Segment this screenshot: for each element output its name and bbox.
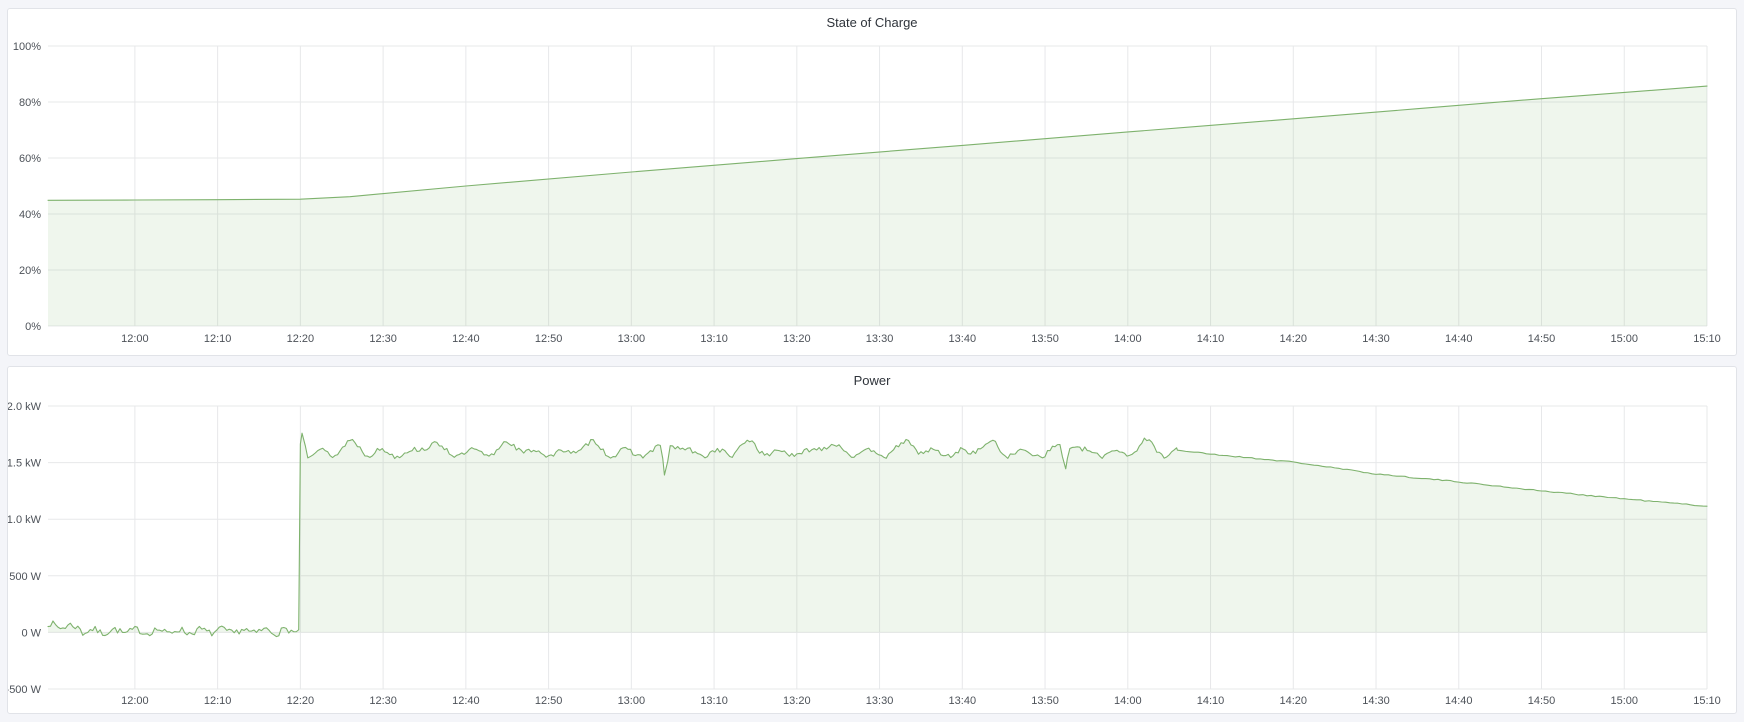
- x-axis-tick-label: 14:30: [1362, 695, 1390, 707]
- x-axis-tick-label: 14:40: [1445, 695, 1473, 707]
- x-axis-tick-label: 13:50: [1031, 695, 1059, 707]
- x-axis-tick-label: 14:30: [1362, 333, 1390, 345]
- x-axis-tick-label: 12:00: [121, 695, 149, 707]
- x-axis-tick-label: 13:30: [866, 333, 894, 345]
- y-axis-tick-label: 100%: [13, 41, 41, 53]
- x-axis-tick-label: 12:50: [535, 333, 563, 345]
- x-axis-tick-label: 14:10: [1197, 333, 1225, 345]
- x-axis-tick-label: 12:40: [452, 333, 480, 345]
- x-axis-tick-label: 13:20: [783, 333, 811, 345]
- y-axis-tick-label: -500 W: [8, 684, 42, 696]
- x-axis-tick-label: 14:20: [1280, 333, 1308, 345]
- x-axis-tick-label: 13:50: [1031, 333, 1059, 345]
- x-axis-tick-label: 13:10: [700, 333, 728, 345]
- x-axis-tick-label: 13:00: [618, 333, 646, 345]
- x-axis-tick-label: 12:20: [287, 695, 315, 707]
- x-axis-tick-label: 13:00: [618, 695, 646, 707]
- x-axis-tick-label: 12:40: [452, 695, 480, 707]
- y-axis-tick-label: 0%: [25, 321, 41, 333]
- x-axis-tick-label: 14:20: [1280, 695, 1308, 707]
- x-axis-tick-label: 12:00: [121, 333, 149, 345]
- x-axis-tick-label: 12:50: [535, 695, 563, 707]
- x-axis-tick-label: 13:20: [783, 695, 811, 707]
- y-axis-tick-label: 500 W: [9, 571, 41, 583]
- x-axis-tick-label: 14:00: [1114, 333, 1142, 345]
- x-axis-tick-label: 13:40: [949, 333, 977, 345]
- x-axis-tick-label: 13:10: [700, 695, 728, 707]
- x-axis-tick-label: 12:20: [287, 333, 315, 345]
- x-axis-tick-label: 12:30: [369, 695, 397, 707]
- x-axis-tick-label: 15:10: [1693, 695, 1721, 707]
- y-axis-tick-label: 1.5 kW: [8, 458, 42, 470]
- x-axis-tick-label: 13:40: [949, 695, 977, 707]
- x-axis-tick-label: 14:50: [1528, 333, 1556, 345]
- y-axis-tick-label: 0 W: [21, 627, 41, 639]
- x-axis-tick-label: 14:40: [1445, 333, 1473, 345]
- x-axis-tick-label: 14:10: [1197, 695, 1225, 707]
- power-chart-canvas[interactable]: -500 W 0 W 500 W 1.0 kW 1.5 kW 2.0 kW 12:00 12:…: [8, 367, 1736, 713]
- y-axis-tick-label: 2.0 kW: [8, 401, 42, 413]
- state-of-charge-chart-canvas[interactable]: 0% 20% 40% 60% 80% 100% 12:00 12:10 12:20 12:30 12…: [8, 9, 1736, 355]
- x-axis-tick-label: 12:10: [204, 333, 232, 345]
- x-axis-tick-label: 14:50: [1528, 695, 1556, 707]
- y-axis-tick-label: 60%: [19, 153, 41, 165]
- x-axis-tick-label: 12:10: [204, 695, 232, 707]
- y-axis-tick-label: 1.0 kW: [8, 514, 42, 526]
- x-axis-tick-label: 15:00: [1610, 695, 1638, 707]
- panel-state-of-charge: 0% 20% 40% 60% 80% 100% 12:00 12:10 12:20 12:30 12…: [7, 8, 1737, 356]
- y-axis-tick-label: 20%: [19, 265, 41, 277]
- y-axis-tick-label: 40%: [19, 209, 41, 221]
- panel-power: -500 W 0 W 500 W 1.0 kW 1.5 kW 2.0 kW 12:00 12:…: [7, 366, 1737, 714]
- x-axis-tick-label: 15:00: [1610, 333, 1638, 345]
- panel-title-state-of-charge[interactable]: State of Charge: [826, 15, 918, 30]
- y-axis-tick-label: 80%: [19, 97, 41, 109]
- x-axis-tick-label: 15:10: [1693, 333, 1721, 345]
- x-axis-tick-label: 12:30: [369, 333, 397, 345]
- x-axis-tick-label: 14:00: [1114, 695, 1142, 707]
- x-axis-tick-label: 13:30: [866, 695, 894, 707]
- panel-title-power[interactable]: Power: [853, 373, 891, 388]
